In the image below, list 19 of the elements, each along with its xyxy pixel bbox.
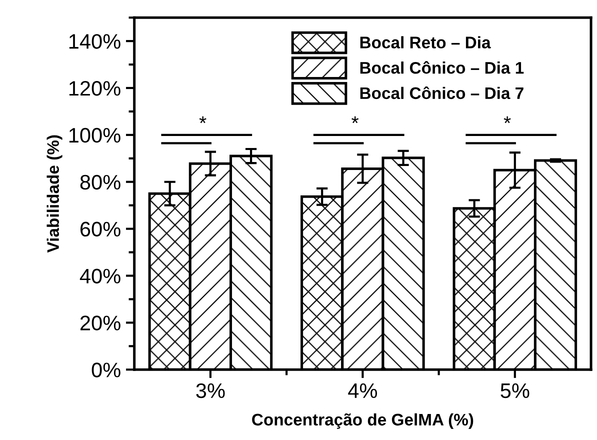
x-axis-title: Concentração de GelMA (%) [252,413,474,429]
y-tick-label: 20% [80,316,120,330]
annotation: * [352,116,359,124]
legend-label: Bocal Reto – Dia [360,36,491,48]
annotation: * [504,116,511,124]
x-tick-label: 4% [348,383,377,398]
y-tick-label: 0% [92,362,120,378]
y-tick-label: 120% [69,81,120,96]
x-tick-label: 5% [500,383,530,398]
y-tick-label: 60% [80,222,120,237]
y-axis-title: Viabilidade (%) [46,135,62,253]
annotation: * [199,116,206,124]
y-tick-label: 40% [80,268,120,284]
y-tick-label: 100% [69,128,120,143]
y-tick-label: 140% [69,34,120,49]
x-tick-label: 3% [196,383,225,398]
legend-label: Bocal Cônico – Dia 1 [360,61,524,74]
legend-label: Bocal Cônico – Dia 7 [360,86,524,100]
y-tick-label: 80% [80,174,120,190]
